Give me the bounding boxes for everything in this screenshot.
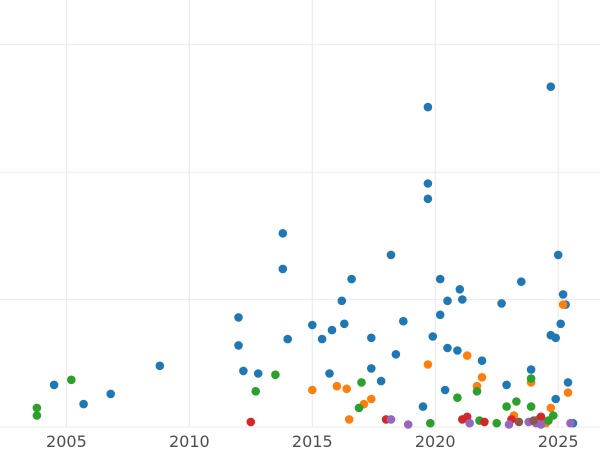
data-point [354, 403, 364, 413]
data-point [440, 385, 450, 395]
x-tick-label: 2025 [538, 432, 579, 450]
data-point [32, 403, 42, 413]
data-point [517, 277, 526, 287]
data-point [332, 381, 342, 391]
data-point [497, 299, 506, 308]
data-point [347, 274, 356, 284]
x-tick-label: 2005 [46, 432, 87, 450]
data-point [79, 399, 88, 409]
data-point [155, 361, 165, 371]
data-point [551, 394, 560, 404]
data-point [529, 416, 538, 425]
data-point [49, 380, 59, 390]
data-point [435, 310, 445, 320]
data-point [418, 402, 428, 411]
data-point [546, 403, 556, 413]
data-point [367, 333, 376, 343]
data-point [234, 341, 243, 350]
data-point [386, 250, 396, 260]
data-point [477, 356, 487, 366]
data-point [455, 285, 465, 294]
data-point [566, 418, 575, 428]
data-point [399, 316, 408, 326]
data-point [423, 360, 433, 369]
data-point [253, 369, 263, 378]
data-point [443, 343, 452, 353]
data-point [340, 319, 349, 329]
data-point [453, 346, 462, 355]
data-point [403, 420, 413, 429]
data-point [526, 365, 536, 374]
data-point [308, 320, 317, 330]
data-point [344, 415, 354, 424]
data-point [465, 418, 475, 428]
data-point [504, 420, 514, 429]
data-point [563, 378, 573, 387]
data-point [443, 296, 452, 306]
data-point [558, 290, 568, 299]
data-point [453, 393, 462, 403]
x-tick-label: 2020 [415, 432, 456, 450]
data-point [426, 418, 435, 428]
data-point [536, 412, 546, 422]
data-point [435, 274, 445, 284]
data-point [546, 82, 556, 91]
data-point [458, 295, 467, 304]
data-point [357, 378, 366, 387]
data-point [553, 250, 563, 260]
data-point [480, 417, 489, 427]
data-point [502, 402, 511, 411]
data-point [308, 385, 317, 395]
data-point [376, 376, 386, 386]
data-point [271, 370, 280, 380]
data-point [512, 397, 521, 406]
data-point [423, 102, 433, 112]
data-point [428, 332, 438, 341]
data-point [526, 402, 536, 411]
x-tick-label: 2010 [169, 432, 210, 450]
data-point [563, 388, 573, 397]
data-point [327, 325, 337, 335]
points-layer [32, 82, 578, 429]
data-point [251, 387, 260, 396]
x-tick-label: 2015 [292, 432, 333, 450]
data-point [367, 394, 376, 404]
data-point [391, 350, 401, 359]
data-point [556, 319, 565, 329]
data-point [67, 375, 76, 385]
data-point [536, 420, 546, 429]
data-point [477, 373, 487, 382]
data-point [549, 411, 558, 420]
data-point [342, 384, 352, 394]
data-point [526, 374, 536, 383]
data-point [423, 194, 433, 204]
data-point [317, 334, 327, 344]
data-point [337, 296, 347, 306]
data-point [325, 369, 334, 378]
data-point [246, 417, 256, 427]
data-point [283, 334, 293, 344]
data-point [558, 300, 568, 309]
data-point [472, 387, 482, 396]
data-point [234, 313, 243, 322]
data-point [367, 364, 376, 373]
data-point [514, 417, 524, 427]
data-point [386, 415, 396, 424]
data-point [106, 389, 115, 399]
data-point [492, 418, 502, 428]
data-point [423, 179, 433, 188]
x-axis-ticks: 2005 2010 2015 2020 2025 [46, 432, 579, 450]
data-point [239, 366, 248, 376]
data-point [551, 333, 560, 343]
data-point [278, 264, 288, 274]
data-point [278, 229, 288, 238]
data-point [502, 380, 511, 390]
data-point [32, 411, 42, 420]
data-point [462, 351, 472, 360]
